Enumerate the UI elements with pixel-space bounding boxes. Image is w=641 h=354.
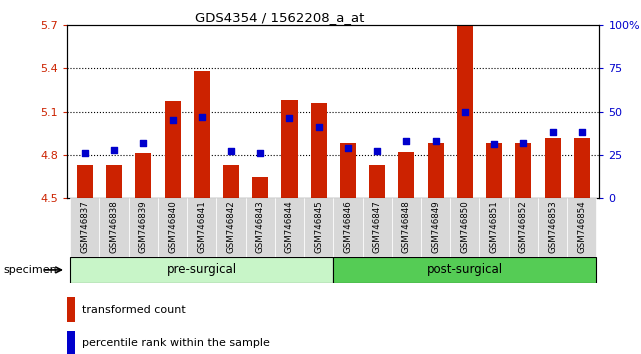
Bar [509,198,538,257]
Bar [363,198,392,257]
Point [226,149,236,154]
Bar [574,138,590,198]
Bar [333,257,596,283]
Point [343,145,353,151]
Text: GSM746846: GSM746846 [344,200,353,253]
Bar [67,331,75,354]
Bar [129,198,158,257]
Text: GSM746844: GSM746844 [285,200,294,253]
Text: post-surgical: post-surgical [427,263,503,276]
Point [518,140,528,145]
Point [547,130,558,135]
Bar [71,198,99,257]
Text: GSM746843: GSM746843 [256,200,265,253]
Text: GSM746854: GSM746854 [578,200,587,253]
Text: GSM746849: GSM746849 [431,200,440,253]
Bar [457,26,473,198]
Bar [281,100,297,198]
Text: pre-surgical: pre-surgical [167,263,237,276]
Text: GSM746850: GSM746850 [460,200,469,253]
Text: GSM746851: GSM746851 [490,200,499,253]
Text: GDS4354 / 1562208_a_at: GDS4354 / 1562208_a_at [196,11,365,24]
Bar [486,143,502,198]
Point [489,142,499,147]
Point [197,114,207,120]
Bar [252,177,269,198]
Text: GSM746847: GSM746847 [372,200,381,253]
Point [167,118,178,123]
Point [255,150,265,156]
Bar [311,103,327,198]
Bar [67,297,75,322]
Text: GSM746853: GSM746853 [548,200,557,253]
Bar [99,198,129,257]
Text: GSM746839: GSM746839 [139,200,148,253]
Text: GSM746842: GSM746842 [226,200,235,253]
Bar [333,198,363,257]
Bar [158,198,187,257]
Bar [450,198,479,257]
Bar [567,198,596,257]
Point [577,130,587,135]
Bar [106,165,122,198]
Text: GSM746845: GSM746845 [314,200,323,253]
Bar [421,198,450,257]
Text: percentile rank within the sample: percentile rank within the sample [81,338,270,348]
Text: GSM746838: GSM746838 [110,200,119,253]
Text: GSM746840: GSM746840 [168,200,177,253]
Text: specimen: specimen [3,265,57,275]
Bar [71,257,333,283]
Point [313,124,324,130]
Point [109,147,119,153]
Bar [246,198,275,257]
Bar [77,165,93,198]
Bar [194,71,210,198]
Text: transformed count: transformed count [81,305,185,315]
Bar [428,143,444,198]
Bar [275,198,304,257]
Text: GSM746841: GSM746841 [197,200,206,253]
Bar [187,198,217,257]
Text: GSM746837: GSM746837 [80,200,89,253]
Point [431,138,441,144]
Text: GSM746848: GSM746848 [402,200,411,253]
Point [285,116,295,121]
Bar [135,153,151,198]
Point [138,140,149,145]
Bar [217,198,246,257]
Bar [398,152,415,198]
Point [460,109,470,114]
Bar [369,165,385,198]
Bar [544,138,561,198]
Point [79,150,90,156]
Point [372,149,382,154]
Bar [340,143,356,198]
Bar [304,198,333,257]
Bar [165,101,181,198]
Point [401,138,412,144]
Text: GSM746852: GSM746852 [519,200,528,253]
Bar [392,198,421,257]
Bar [479,198,509,257]
Bar [223,165,239,198]
Bar [515,143,531,198]
Bar [538,198,567,257]
